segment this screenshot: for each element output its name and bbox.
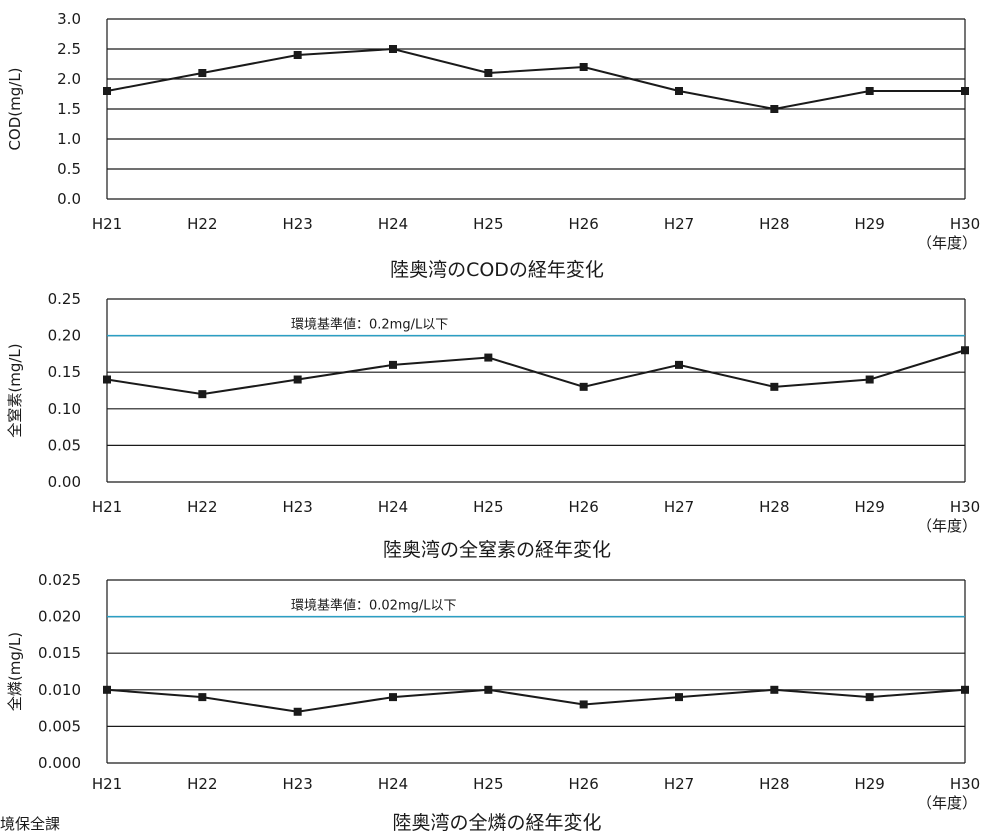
data-point-marker bbox=[484, 686, 492, 694]
y-tick-label: 0.20 bbox=[48, 327, 81, 345]
x-tick-label: H28 bbox=[759, 498, 789, 516]
x-tick-label: H25 bbox=[473, 215, 503, 233]
y-tick-label: 0.15 bbox=[48, 363, 81, 381]
y-tick-label: 0.020 bbox=[38, 608, 81, 626]
data-point-marker bbox=[484, 354, 492, 362]
x-tick-label: H28 bbox=[759, 215, 789, 233]
x-tick-label: H29 bbox=[854, 775, 884, 793]
data-point-marker bbox=[389, 45, 397, 53]
x-tick-label: H30 bbox=[950, 498, 980, 516]
x-tick-label: H24 bbox=[378, 498, 408, 516]
data-point-marker bbox=[961, 686, 969, 694]
x-tick-label: H24 bbox=[378, 775, 408, 793]
x-tick-label: H23 bbox=[282, 498, 312, 516]
x-tick-label: H21 bbox=[92, 775, 122, 793]
x-tick-label: H29 bbox=[854, 215, 884, 233]
x-tick-label: H26 bbox=[568, 775, 598, 793]
x-tick-label: H30 bbox=[950, 215, 980, 233]
x-tick-label: H27 bbox=[664, 775, 694, 793]
y-tick-label: 2.5 bbox=[57, 40, 81, 58]
data-point-marker bbox=[389, 361, 397, 369]
x-tick-label: H22 bbox=[187, 498, 217, 516]
x-tick-label: H22 bbox=[187, 775, 217, 793]
y-axis-label: 全窒素(mg/L) bbox=[6, 343, 24, 437]
reference-line-label: 環境基準値：0.02mg/L以下 bbox=[291, 598, 456, 614]
data-point-marker bbox=[961, 87, 969, 95]
x-tick-label: H22 bbox=[187, 215, 217, 233]
data-point-marker bbox=[198, 693, 206, 701]
data-point-marker bbox=[866, 376, 874, 384]
data-point-marker bbox=[675, 693, 683, 701]
data-point-marker bbox=[770, 686, 778, 694]
data-point-marker bbox=[103, 87, 111, 95]
x-axis-unit-label: （年度） bbox=[917, 794, 977, 812]
y-tick-label: 1.5 bbox=[57, 100, 81, 118]
y-tick-label: 0.25 bbox=[48, 290, 81, 308]
data-point-marker bbox=[484, 69, 492, 77]
x-tick-label: H30 bbox=[950, 775, 980, 793]
data-point-marker bbox=[866, 87, 874, 95]
x-tick-label: H24 bbox=[378, 215, 408, 233]
data-point-marker bbox=[294, 51, 302, 59]
x-axis-unit-label: （年度） bbox=[917, 234, 977, 252]
data-point-marker bbox=[294, 708, 302, 716]
y-axis-label: 全燐(mg/L) bbox=[6, 632, 24, 711]
reference-line-label: 環境基準値：0.2mg/L以下 bbox=[291, 317, 448, 333]
credit-text: 境保全課 bbox=[0, 815, 60, 833]
data-point-marker bbox=[103, 376, 111, 384]
y-tick-label: 3.0 bbox=[57, 10, 81, 28]
total-nitrogen-chart: 0.00 0.05 0.10 0.15 0.20 0.25 環境基準値：0.2mg/L以下 H… bbox=[6, 290, 980, 561]
x-tick-label: H25 bbox=[473, 775, 503, 793]
x-tick-label: H27 bbox=[664, 215, 694, 233]
x-tick-label: H26 bbox=[568, 215, 598, 233]
x-axis-unit-label: （年度） bbox=[917, 517, 977, 535]
y-tick-label: 0.010 bbox=[38, 681, 81, 699]
y-tick-label: 0.00 bbox=[48, 473, 81, 491]
data-point-marker bbox=[675, 361, 683, 369]
data-point-marker bbox=[580, 383, 588, 391]
chart-title: 陸奥湾の全燐の経年変化 bbox=[392, 812, 601, 834]
y-tick-label: 0.015 bbox=[38, 644, 81, 662]
x-tick-label: H25 bbox=[473, 498, 503, 516]
x-tick-label: H23 bbox=[282, 215, 312, 233]
cod-chart: 0.0 0.5 1.0 1.5 2.0 2.5 3.0 H21 H22 H23 H24 H25 H26 H… bbox=[6, 10, 980, 281]
x-tick-label: H26 bbox=[568, 498, 598, 516]
x-tick-label: H27 bbox=[664, 498, 694, 516]
data-point-marker bbox=[580, 63, 588, 71]
data-point-marker bbox=[770, 383, 778, 391]
total-phosphorus-chart: 0.000 0.005 0.010 0.015 0.020 0.025 環境基準値：0.02… bbox=[6, 571, 980, 834]
y-tick-label: 0.005 bbox=[38, 717, 81, 735]
x-tick-label: H21 bbox=[92, 215, 122, 233]
data-point-marker bbox=[198, 69, 206, 77]
y-axis-label: COD(mg/L) bbox=[6, 67, 24, 150]
x-tick-label: H21 bbox=[92, 498, 122, 516]
y-tick-label: 0.0 bbox=[57, 190, 81, 208]
y-tick-label: 0.05 bbox=[48, 436, 81, 454]
data-point-marker bbox=[866, 693, 874, 701]
y-tick-label: 1.0 bbox=[57, 130, 81, 148]
series-line bbox=[107, 690, 965, 712]
y-tick-label: 0.5 bbox=[57, 160, 81, 178]
y-tick-label: 2.0 bbox=[57, 70, 81, 88]
y-tick-label: 0.10 bbox=[48, 400, 81, 418]
x-tick-label: H28 bbox=[759, 775, 789, 793]
data-point-marker bbox=[580, 700, 588, 708]
data-point-marker bbox=[294, 376, 302, 384]
chart-title: 陸奥湾のCODの経年変化 bbox=[390, 259, 604, 281]
y-tick-label: 0.025 bbox=[38, 571, 81, 589]
x-tick-label: H29 bbox=[854, 498, 884, 516]
y-tick-label: 0.000 bbox=[38, 754, 81, 772]
data-point-marker bbox=[675, 87, 683, 95]
chart-title: 陸奥湾の全窒素の経年変化 bbox=[383, 539, 611, 561]
data-point-marker bbox=[770, 105, 778, 113]
data-point-marker bbox=[389, 693, 397, 701]
data-point-marker bbox=[198, 390, 206, 398]
x-tick-label: H23 bbox=[282, 775, 312, 793]
data-point-marker bbox=[961, 346, 969, 354]
data-point-marker bbox=[103, 686, 111, 694]
